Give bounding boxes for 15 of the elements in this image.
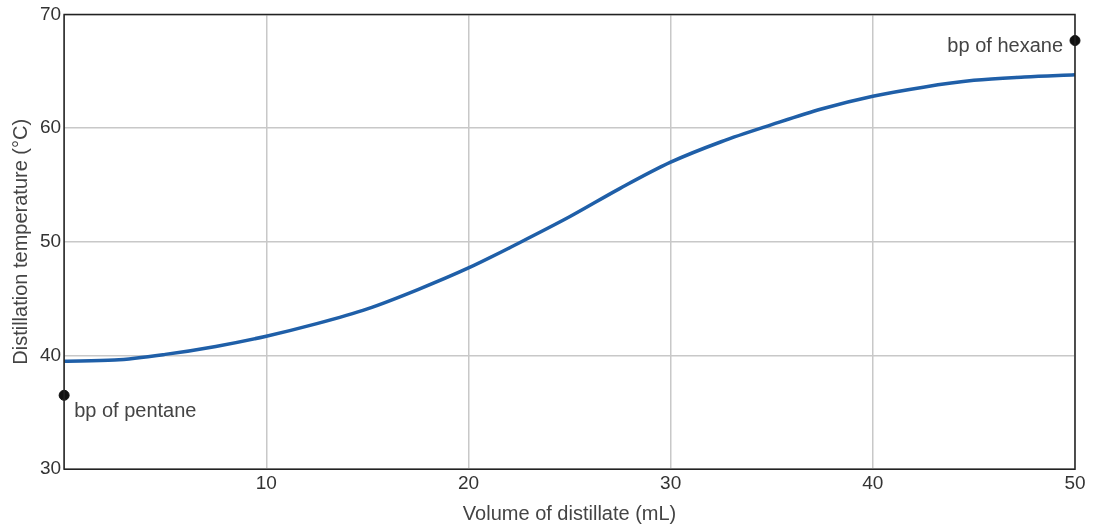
- y-tick-label: 30: [39, 457, 62, 479]
- annotation: bp of pentane: [74, 398, 197, 421]
- x-tick-label: 30: [660, 471, 682, 493]
- x-tick-label: 10: [255, 471, 277, 493]
- annotation: bp of hexane: [947, 34, 1063, 57]
- y-tick-label: 50: [39, 230, 62, 252]
- x-tick-label: 50: [1064, 471, 1086, 493]
- x-axis-title: Volume of distillate (mL): [462, 501, 677, 524]
- y-axis-title: Distillation temperature (°C): [8, 118, 31, 365]
- y-tick-label: 60: [39, 116, 62, 138]
- x-tick-label: 40: [862, 471, 884, 493]
- y-tick-label: 70: [39, 2, 62, 24]
- y-tick-label: 40: [39, 343, 62, 365]
- line-series: [62, 72, 1077, 363]
- x-tick-label: 20: [457, 471, 480, 493]
